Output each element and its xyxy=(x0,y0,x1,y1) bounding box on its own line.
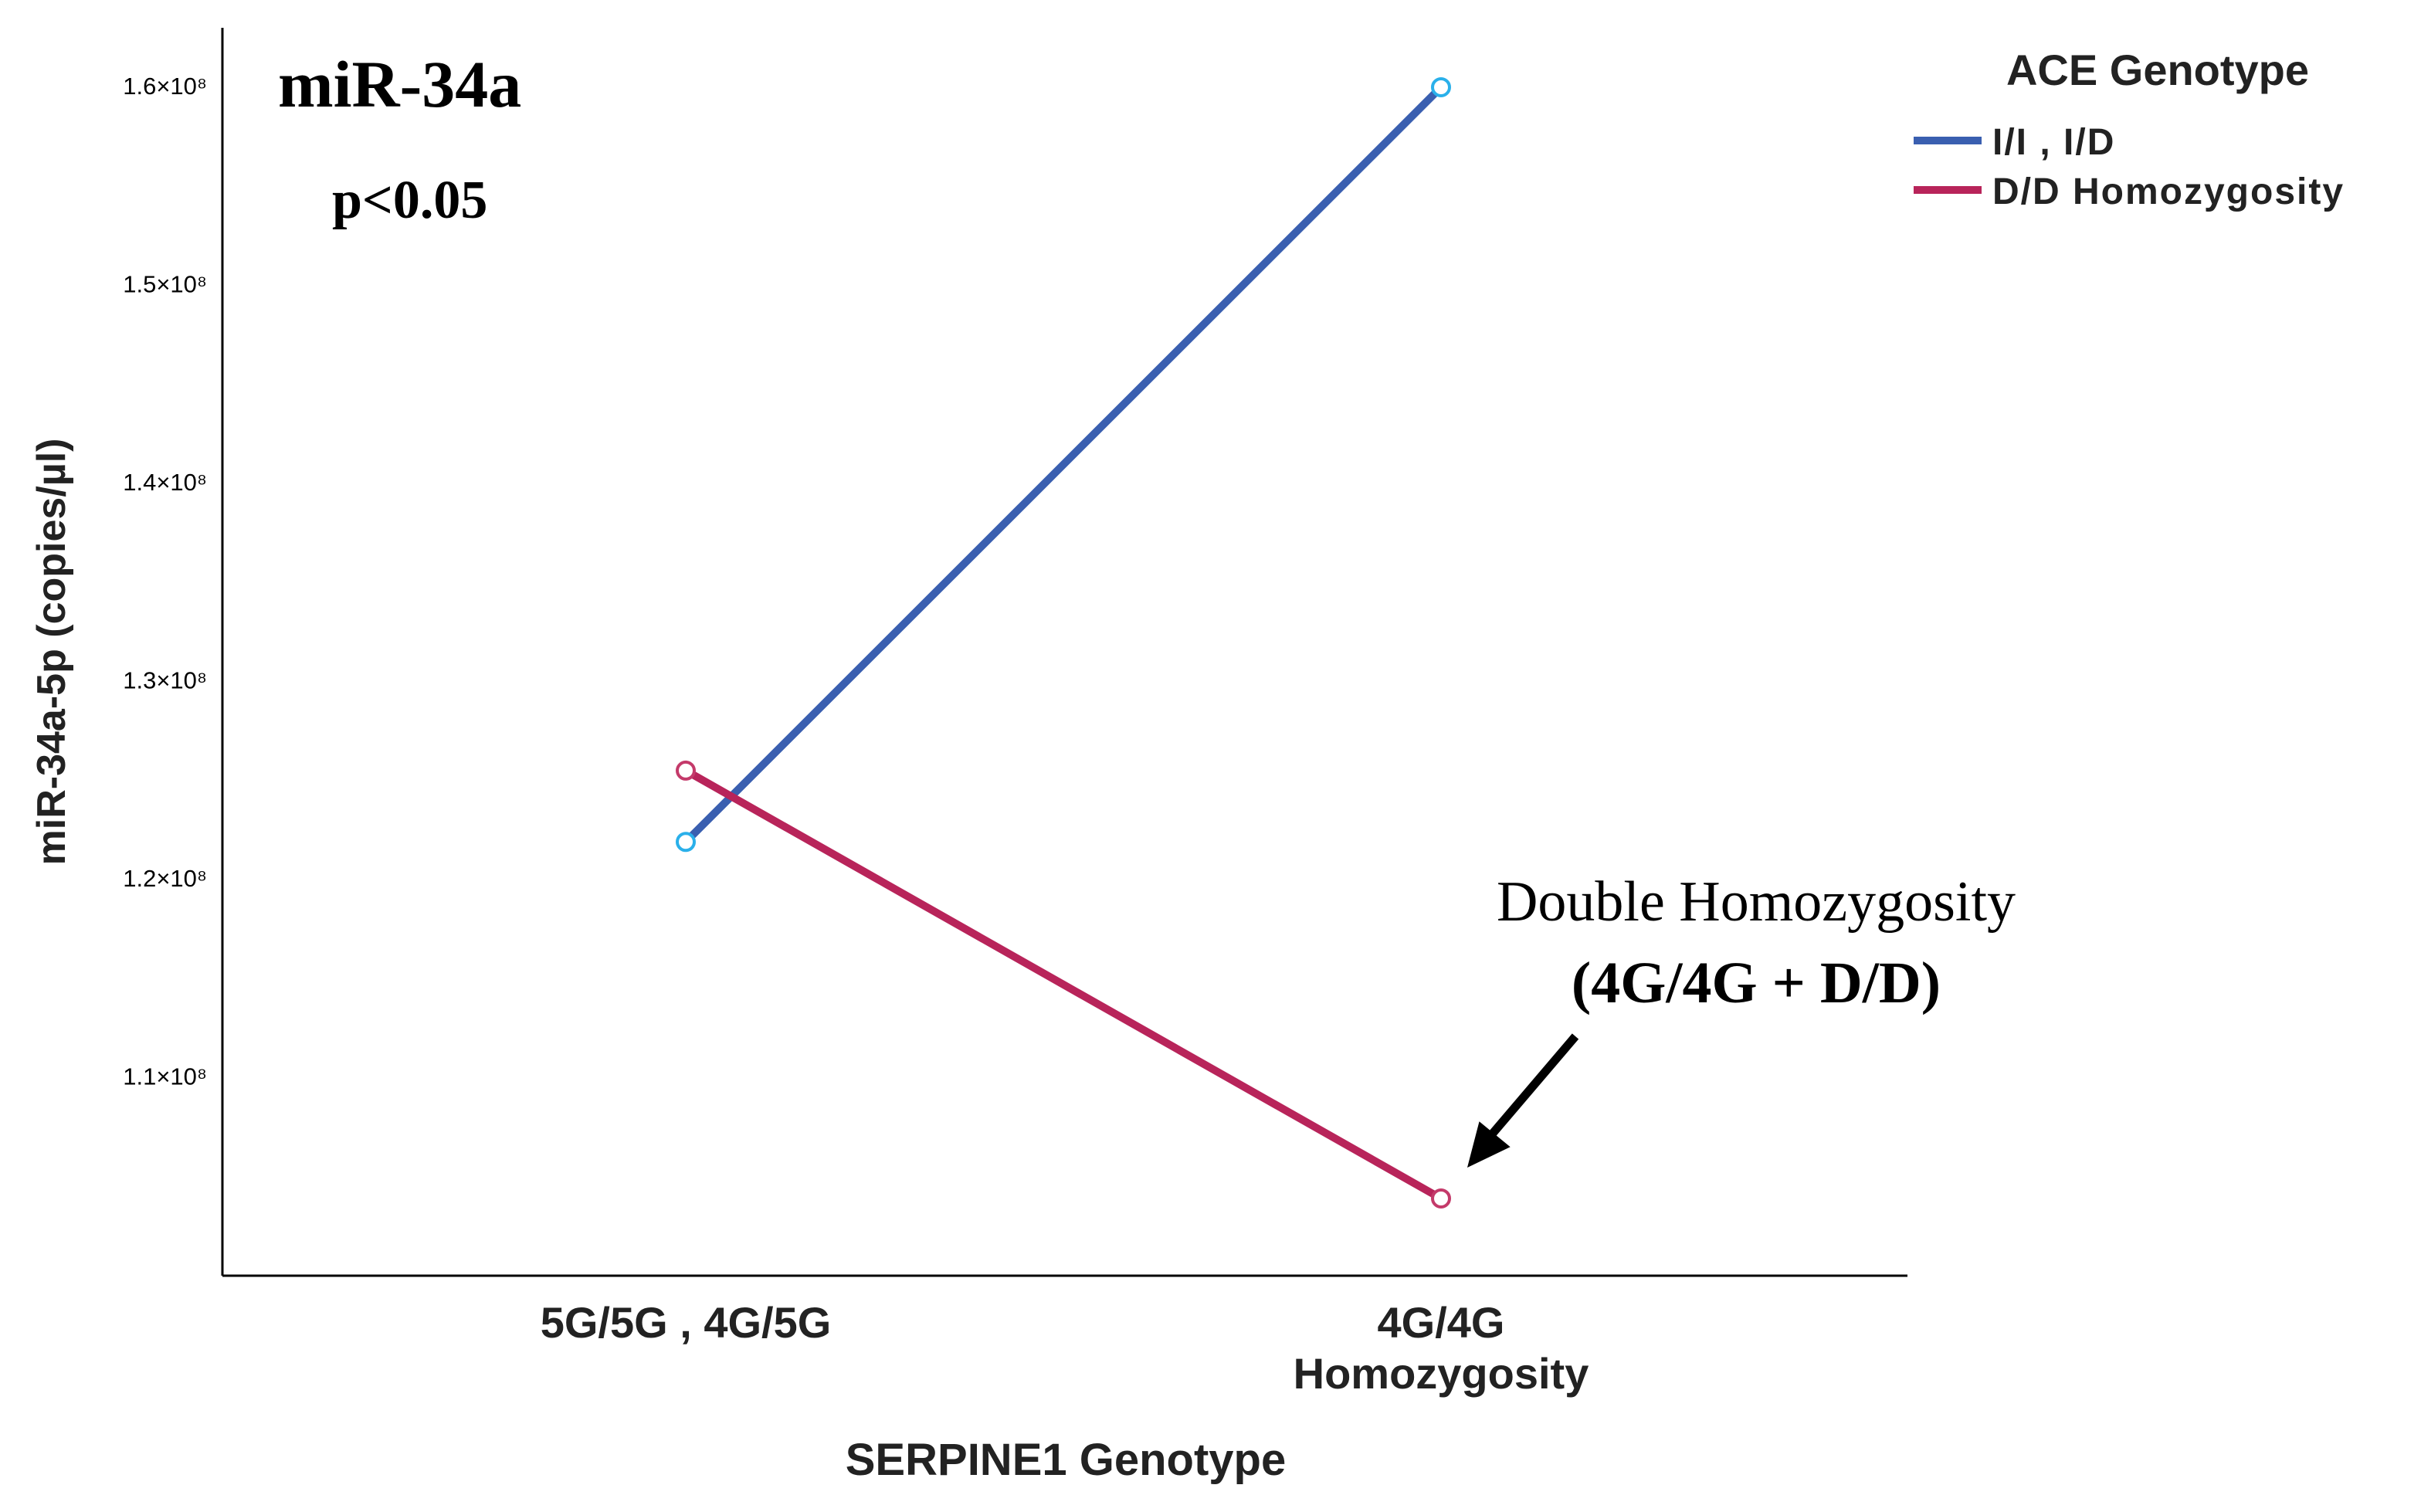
legend-title: ACE Genotype xyxy=(2006,46,2309,94)
axes xyxy=(221,28,1907,1277)
y-tick-label: 1.1×10⁸ xyxy=(123,1063,207,1090)
annotation-line-1: Double Homozygosity xyxy=(1497,870,2016,934)
x-tick-label: 4G/4G xyxy=(1378,1298,1505,1347)
x-axis-label: SERPINE1 Genotype xyxy=(846,1435,1286,1485)
y-tick-label: 1.5×10⁸ xyxy=(123,270,207,297)
series-line-1 xyxy=(682,766,1445,1202)
x-tick-label: Homozygosity xyxy=(1294,1349,1589,1398)
y-tick-label: 1.6×10⁸ xyxy=(123,73,207,100)
data-point xyxy=(676,760,696,781)
legend: ACE Genotype I/I , I/D D/D Homozygosity xyxy=(1914,46,2345,212)
x-tick-label: 5G/5G , 4G/5G xyxy=(541,1298,832,1347)
series-line-0 xyxy=(682,83,1445,846)
y-axis-label: miR-34a-5p (copies/µl) xyxy=(29,439,74,866)
y-tick-label: 1.2×10⁸ xyxy=(123,865,207,892)
chart-title: miR-34a xyxy=(278,47,521,121)
annotation-arrow-head xyxy=(1467,1121,1511,1168)
data-point xyxy=(1431,1188,1451,1209)
y-ticks: 1.1×10⁸ 1.2×10⁸ 1.3×10⁸ 1.4×10⁸ 1.5×10⁸ 1.6×1… xyxy=(123,73,207,1090)
annotation: Double Homozygosity (4G/4G + D/D) xyxy=(1467,870,2016,1168)
chart-subtitle: p<0.05 xyxy=(332,171,487,230)
annotation-line-2: (4G/4G + D/D) xyxy=(1572,951,1941,1015)
legend-label: I/I , I/D xyxy=(1992,122,2115,163)
annotation-arrow-shaft xyxy=(1474,1033,1579,1154)
legend-label: D/D Homozygosity xyxy=(1992,171,2345,212)
data-point xyxy=(676,832,696,853)
y-tick-label: 1.3×10⁸ xyxy=(123,666,207,693)
y-tick-label: 1.4×10⁸ xyxy=(123,469,207,496)
series-lines xyxy=(676,76,1451,1209)
data-point xyxy=(1431,76,1451,97)
labels: miR-34a p<0.05 SERPINE1 Genotype miR-34a-5p… xyxy=(29,47,1589,1485)
